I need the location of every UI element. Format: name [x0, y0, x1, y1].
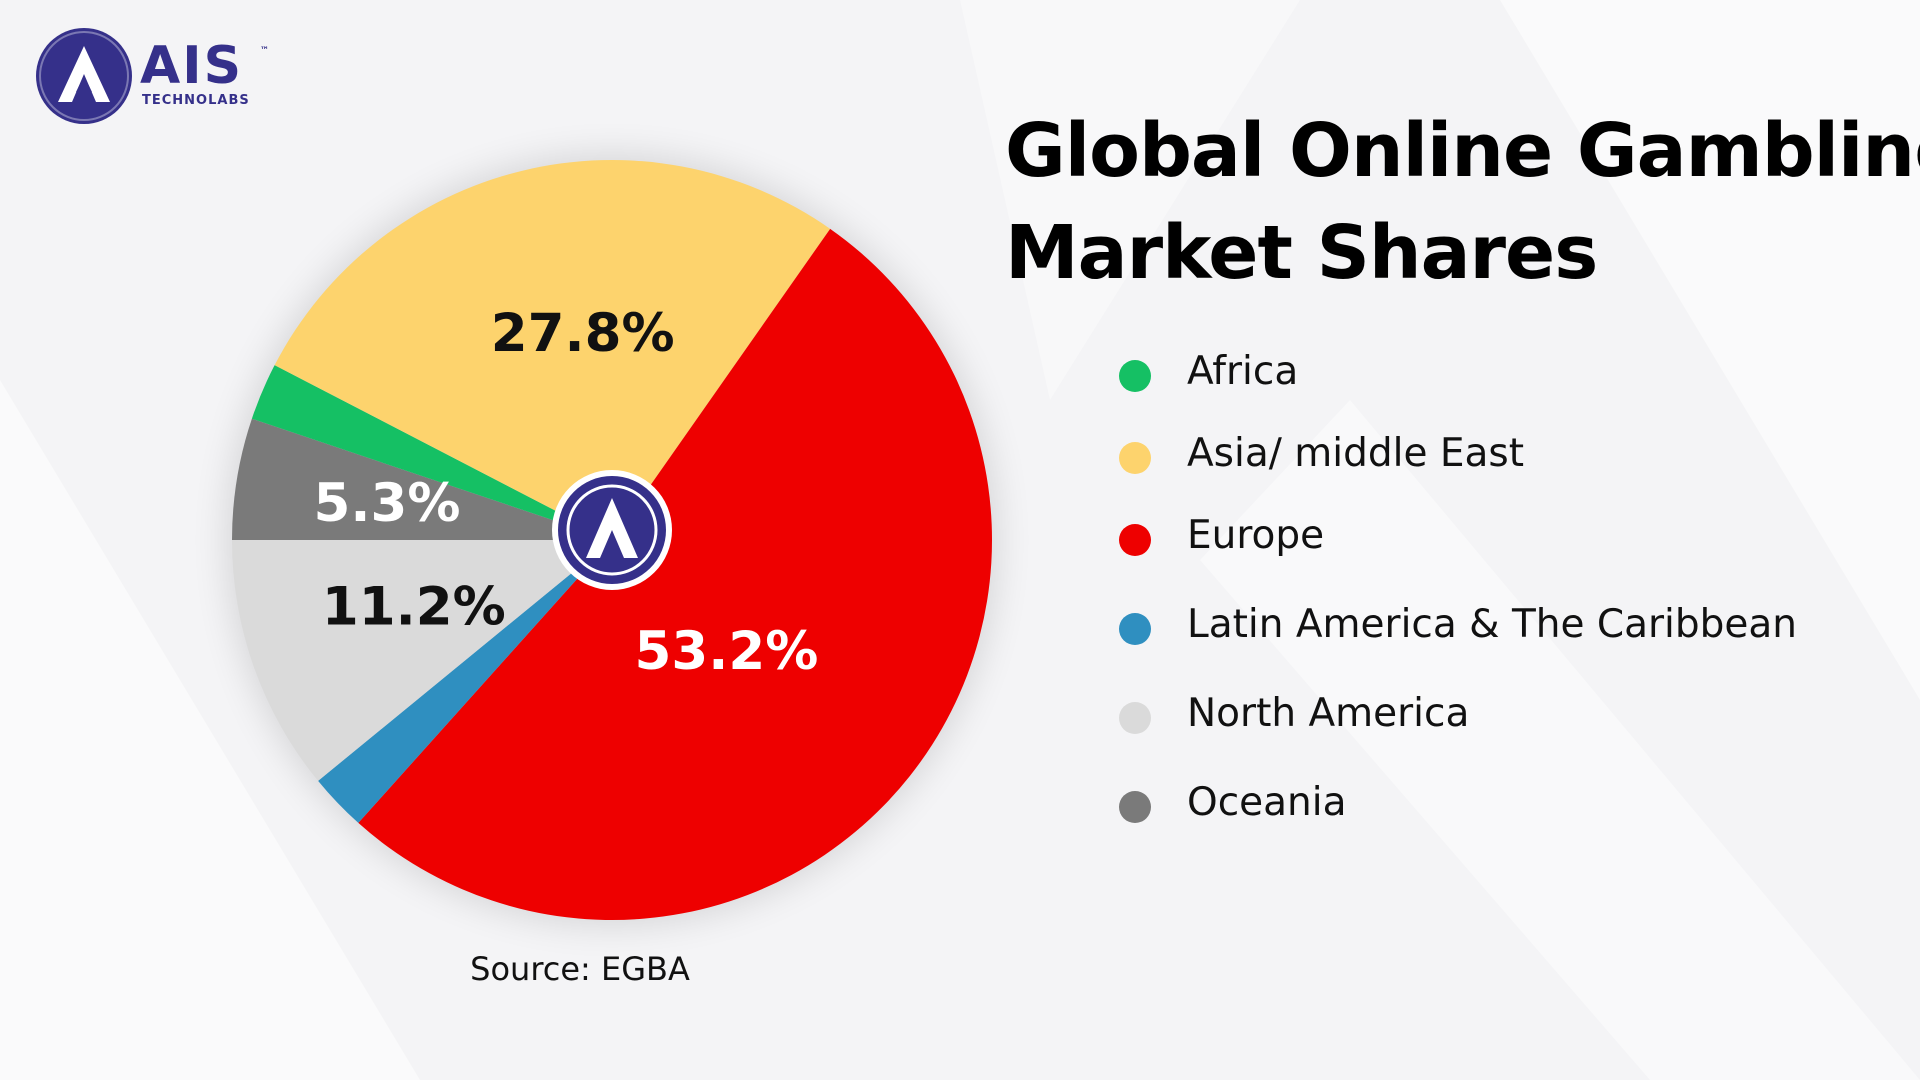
legend-swatch [1119, 702, 1151, 734]
logo-wordmark: AIS [140, 36, 244, 96]
chart-title-line-2: Market Shares [1005, 210, 1598, 296]
pie-label: 11.2% [322, 576, 506, 637]
pie-chart: 5.3% 27.8% 53.2% 11.2% [227, 155, 997, 925]
legend-swatch [1119, 791, 1151, 823]
legend-swatch [1119, 524, 1151, 556]
pie-label: 5.3% [314, 473, 461, 534]
chart-source: Source: EGBA [470, 950, 690, 988]
logo-trademark: ™ [260, 46, 269, 56]
legend-label: Africa [1187, 349, 1299, 394]
pie-label: 53.2% [635, 621, 819, 682]
legend-label: Asia/ middle East [1187, 431, 1524, 476]
legend-swatch [1119, 360, 1151, 392]
legend-swatch [1119, 613, 1151, 645]
legend-label: Europe [1187, 513, 1325, 558]
logo-subtext: TECHNOLABS [142, 93, 250, 108]
legend-swatch [1119, 442, 1151, 474]
pie-slice-oceania [232, 418, 612, 540]
pie-slice-africa [251, 365, 612, 540]
ais-center-logo-icon [552, 470, 672, 590]
legend-label: Latin America & The Caribbean [1187, 602, 1798, 647]
chart-title: Global Online Gambling Market Shares [1005, 100, 1920, 304]
pie-slice-latin-america-the-caribbean [318, 540, 612, 823]
legend-label: Oceania [1187, 780, 1347, 825]
ais-logo-icon [36, 28, 132, 124]
pie-slice-asia-middle-east [274, 160, 831, 540]
legend-label: North America [1187, 691, 1470, 736]
pie-label: 27.8% [491, 303, 675, 364]
pie-slice-europe [358, 228, 992, 920]
ais-logo: AIS ™ TECHNOLABS [36, 28, 276, 128]
chart-title-line-1: Global Online Gambling [1005, 108, 1920, 194]
pie-slice-north-america [232, 540, 612, 781]
